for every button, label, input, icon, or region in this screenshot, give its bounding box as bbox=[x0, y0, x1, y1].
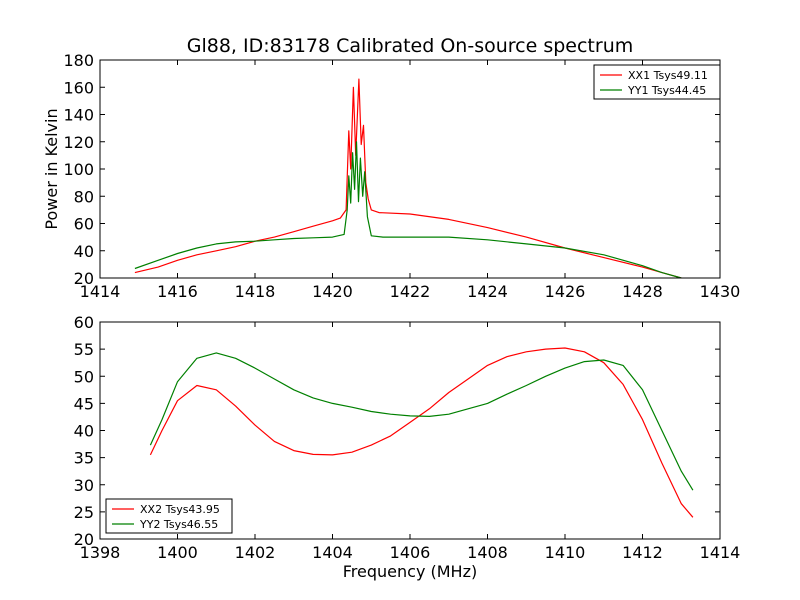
bottom-y-tick-label: 35 bbox=[74, 449, 94, 468]
bottom-x-tick-label: 1398 bbox=[80, 543, 121, 562]
top-y-tick-label: 140 bbox=[63, 106, 94, 125]
bottom-x-tick-label: 1408 bbox=[467, 543, 508, 562]
bottom-x-axis-label: Frequency (MHz) bbox=[343, 562, 477, 581]
top-y-tick-label: 100 bbox=[63, 160, 94, 179]
bottom-y-tick-label: 60 bbox=[74, 313, 94, 332]
top-series-line-0 bbox=[134, 78, 682, 278]
top-legend-entry-1: YY1 Tsys44.45 bbox=[627, 84, 706, 97]
top-x-tick-label: 1416 bbox=[157, 282, 198, 301]
bottom-y-tick-label: 50 bbox=[74, 367, 94, 386]
bottom-legend-entry-1: YY2 Tsys46.55 bbox=[139, 518, 218, 531]
top-x-tick-label: 1422 bbox=[390, 282, 431, 301]
top-legend-box bbox=[593, 64, 721, 100]
bottom-y-tick-label: 45 bbox=[74, 394, 94, 413]
bottom-plot: 1398 1400 1402 1404 1406 1408 1410 1412 1414 20 25… bbox=[74, 313, 741, 562]
top-x-tick-label: 1428 bbox=[622, 282, 663, 301]
top-y-tick-label: 180 bbox=[63, 51, 94, 70]
top-x-tick-label: 1426 bbox=[545, 282, 586, 301]
bottom-legend-box bbox=[105, 498, 233, 534]
bottom-x-tick-label: 1400 bbox=[157, 543, 198, 562]
bottom-x-tick-label: 1402 bbox=[235, 543, 276, 562]
top-y-tick-label: 160 bbox=[63, 78, 94, 97]
top-x-tick-label: 1424 bbox=[467, 282, 508, 301]
top-y-tick-label: 120 bbox=[63, 133, 94, 152]
bottom-legend-entry-0: XX2 Tsys43.95 bbox=[140, 503, 220, 516]
top-x-tick-label: 1430 bbox=[700, 282, 741, 301]
bottom-y-tick-label: 55 bbox=[74, 340, 94, 359]
bottom-y-tick-label: 30 bbox=[74, 476, 94, 495]
top-y-axis-label: Power in Kelvin bbox=[42, 108, 61, 229]
chart-title: Gl88, ID:83178 Calibrated On-source spec… bbox=[187, 35, 634, 57]
top-legend-entry-0: XX1 Tsys49.11 bbox=[628, 69, 708, 82]
top-plot: 1414 1416 1418 1420 1422 1424 1426 1428 1430 20 40… bbox=[63, 51, 740, 301]
bottom-series-line-0 bbox=[149, 347, 694, 518]
bottom-y-tick-label: 20 bbox=[74, 530, 94, 549]
top-series-line-1 bbox=[134, 141, 682, 278]
bottom-x-tick-label: 1406 bbox=[390, 543, 431, 562]
bottom-x-tick-label: 1410 bbox=[545, 543, 586, 562]
top-y-tick-label: 80 bbox=[74, 187, 94, 206]
top-y-tick-label: 20 bbox=[74, 269, 94, 288]
bottom-x-tick-label: 1412 bbox=[622, 543, 663, 562]
top-x-tick-label: 1420 bbox=[312, 282, 353, 301]
top-y-tick-label: 60 bbox=[74, 215, 94, 234]
top-x-tick-label: 1414 bbox=[80, 282, 121, 301]
top-y-tick-label: 40 bbox=[74, 242, 94, 261]
bottom-y-tick-label: 40 bbox=[74, 422, 94, 441]
bottom-series-line-1 bbox=[149, 352, 694, 491]
bottom-x-tick-label: 1404 bbox=[312, 543, 353, 562]
bottom-x-tick-label: 1414 bbox=[700, 543, 741, 562]
bottom-y-tick-label: 25 bbox=[74, 503, 94, 522]
top-x-tick-label: 1418 bbox=[235, 282, 276, 301]
